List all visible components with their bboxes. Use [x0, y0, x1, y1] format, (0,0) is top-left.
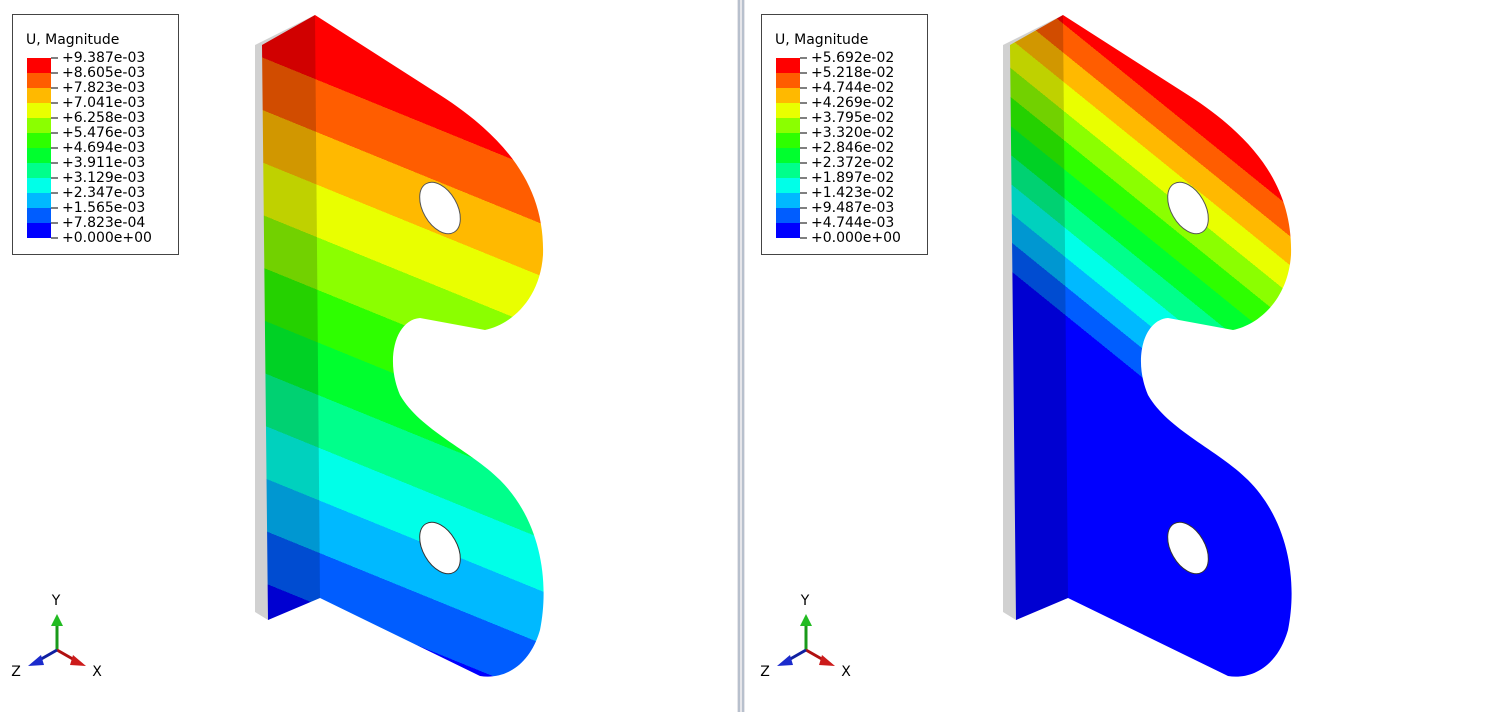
legend-label: +4.269e-02 — [811, 95, 894, 111]
triad-label: X — [841, 664, 851, 680]
triad-arrow — [70, 655, 86, 666]
triad-label: Z — [11, 664, 21, 680]
triad-label: Y — [800, 593, 810, 609]
legend-swatch — [27, 58, 51, 73]
legend-swatch — [776, 208, 800, 223]
legend-label: +8.605e-03 — [62, 65, 145, 81]
legend-swatch — [776, 163, 800, 178]
legend-label: +5.218e-02 — [811, 65, 894, 81]
legend-swatch — [27, 193, 51, 208]
legend: U, Magnitude+5.692e-02+5.218e-02+4.744e-… — [761, 14, 928, 255]
legend-swatch — [776, 178, 800, 193]
legend-swatch — [27, 103, 51, 118]
legend-label: +7.823e-03 — [62, 80, 145, 96]
viewport-right — [1003, 15, 1292, 677]
legend-label: +0.000e+00 — [62, 230, 152, 246]
hole — [1167, 181, 1209, 235]
hole — [1167, 521, 1209, 575]
legend-swatch — [776, 193, 800, 208]
legend-swatch — [776, 118, 800, 133]
legend-label: +4.744e-03 — [811, 215, 894, 231]
legend-title: U, Magnitude — [775, 32, 868, 48]
flange — [1003, 15, 1068, 620]
legend-swatch — [27, 118, 51, 133]
legend-label: +9.487e-03 — [811, 200, 894, 216]
legend-swatch — [27, 163, 51, 178]
triad: Y Z X — [760, 593, 851, 680]
legend-label: +5.692e-02 — [811, 50, 894, 66]
legend-label: +7.041e-03 — [62, 95, 145, 111]
legend-label: +2.846e-02 — [811, 140, 894, 156]
legend-swatch — [27, 73, 51, 88]
legend: U, Magnitude+9.387e-03+8.605e-03+7.823e-… — [12, 14, 179, 255]
legend-label: +0.000e+00 — [811, 230, 901, 246]
legend-label: +1.423e-02 — [811, 185, 894, 201]
triad-arrow — [819, 655, 835, 666]
triad-arrow — [777, 655, 793, 666]
divider — [737, 0, 745, 712]
legend-label: +5.476e-03 — [62, 125, 145, 141]
flange — [255, 15, 320, 620]
legend-label: +9.387e-03 — [62, 50, 145, 66]
legend-swatch — [776, 148, 800, 163]
triad-arrow — [51, 614, 63, 626]
triad-label: X — [92, 664, 102, 680]
triad: Y Z X — [11, 593, 102, 680]
legend-label: +7.823e-04 — [62, 215, 145, 231]
legend-swatch — [27, 88, 51, 103]
legend-label: +4.694e-03 — [62, 140, 145, 156]
legend-label: +2.347e-03 — [62, 185, 145, 201]
triad-label: Z — [760, 664, 770, 680]
legend-label: +4.744e-02 — [811, 80, 894, 96]
legend-label: +3.129e-03 — [62, 170, 145, 186]
viewport-left — [255, 15, 544, 677]
legend-title: U, Magnitude — [26, 32, 119, 48]
legend-label: +3.795e-02 — [811, 110, 894, 126]
legend-label: +3.911e-03 — [62, 155, 145, 171]
legend-swatch — [27, 178, 51, 193]
legend-swatch — [776, 88, 800, 103]
triad-arrow — [28, 655, 44, 666]
triad-arrow — [800, 614, 812, 626]
legend-swatch — [27, 208, 51, 223]
legend-label: +6.258e-03 — [62, 110, 145, 126]
legend-swatch — [776, 133, 800, 148]
hole — [419, 181, 461, 235]
legend-swatch — [27, 223, 51, 238]
hole — [419, 521, 461, 575]
legend-swatch — [776, 58, 800, 73]
legend-label: +1.897e-02 — [811, 170, 894, 186]
legend-swatch — [776, 73, 800, 88]
legend-label: +1.565e-03 — [62, 200, 145, 216]
legend-swatch — [776, 223, 800, 238]
legend-label: +3.320e-02 — [811, 125, 894, 141]
legend-swatch — [776, 103, 800, 118]
legend-swatch — [27, 148, 51, 163]
triad-label: Y — [51, 593, 61, 609]
legend-swatch — [27, 133, 51, 148]
legend-label: +2.372e-02 — [811, 155, 894, 171]
